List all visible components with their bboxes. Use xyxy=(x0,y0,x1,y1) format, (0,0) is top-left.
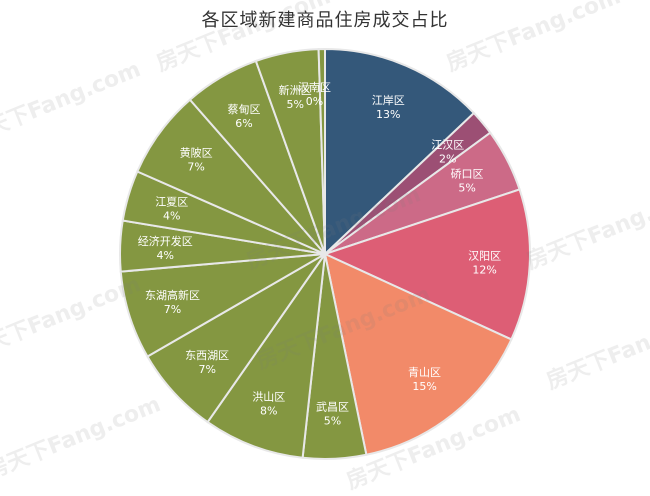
slice-label-11: 江夏区 xyxy=(155,195,188,208)
slice-label-9: 东湖高新区 xyxy=(145,288,200,302)
slice-label-14: 新洲区 xyxy=(279,83,312,97)
slice-label-7: 洪山区 xyxy=(252,390,285,404)
slice-label-1: 江岸区 xyxy=(372,94,405,107)
pie-slice-4 xyxy=(322,188,531,341)
slice-label-6: 武昌区 xyxy=(316,401,349,414)
slice-value-10: 4% xyxy=(156,249,173,262)
slice-value-11: 4% xyxy=(163,209,180,222)
slice-value-7: 8% xyxy=(260,405,277,418)
slice-value-13: 6% xyxy=(235,117,252,130)
slice-value-12: 7% xyxy=(187,160,204,173)
slice-label-12: 黄陂区 xyxy=(180,145,213,159)
slice-label-5: 青山区 xyxy=(408,366,441,379)
slice-value-8: 7% xyxy=(198,363,215,376)
slice-label-8: 东西湖区 xyxy=(185,349,229,362)
slice-value-1: 13% xyxy=(376,108,400,121)
pie-slice-7 xyxy=(206,253,326,459)
slice-value-9: 7% xyxy=(164,303,181,316)
slice-label-3: 硚口区 xyxy=(451,168,484,181)
slice-value-5: 15% xyxy=(412,380,436,393)
slice-label-15: 汉南区 xyxy=(298,81,331,94)
slice-label-4: 汉阳区 xyxy=(468,250,501,263)
pie-chart: 江岸区13%江汉区2%硚口区5%汉阳区12%青山区15%武昌区5%洪山区8%东西… xyxy=(119,47,531,460)
slice-label-2: 江汉区 xyxy=(431,139,464,152)
pie-slice-5 xyxy=(323,252,513,456)
slice-value-4: 12% xyxy=(472,264,496,277)
pie-slice-1 xyxy=(324,47,476,257)
slice-value-15: 0% xyxy=(306,95,323,108)
pie-slice-15 xyxy=(317,47,326,255)
slice-value-14: 5% xyxy=(286,98,303,111)
slice-value-2: 2% xyxy=(439,153,456,166)
slice-label-13: 蔡甸区 xyxy=(227,103,260,116)
slice-value-3: 5% xyxy=(458,182,475,195)
chart-title: 各区域新建商品住房成交占比 xyxy=(201,10,449,31)
slice-label-10: 经济开发区 xyxy=(138,234,193,248)
slice-value-6: 5% xyxy=(324,415,341,428)
